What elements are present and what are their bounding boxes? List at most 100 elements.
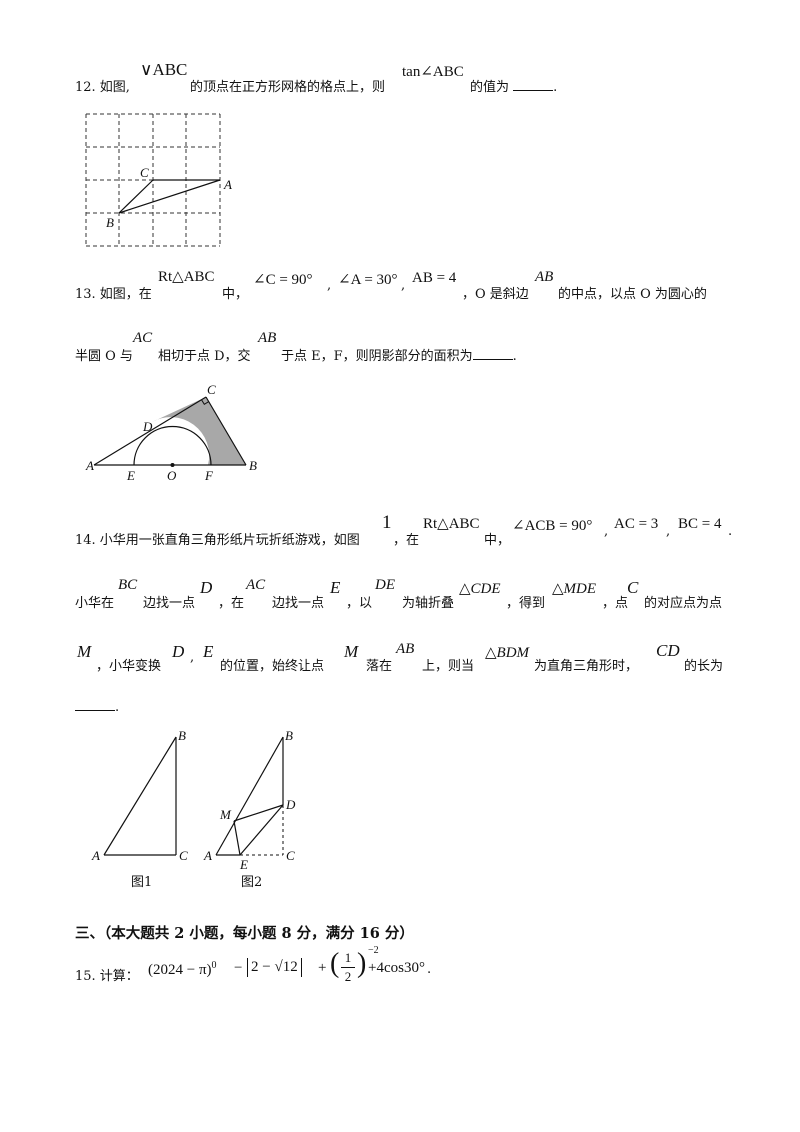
q12-text-2: 的值为 . [470, 80, 558, 95]
q13-rt-triangle: Rt△ABC [158, 269, 215, 285]
q15-tail: +4cos30° [368, 960, 425, 976]
q14-e-2: E [203, 642, 214, 661]
q15-plus: + [318, 960, 327, 976]
q14-in: ，在 [393, 533, 420, 548]
label-c: C [140, 165, 149, 180]
q14-line2-f: 为轴折叠 [402, 596, 455, 611]
q14-comma-1: , [604, 524, 609, 539]
caption-fig2: 图2 [241, 875, 262, 890]
q14-number: 14. 小华用一张直角三角形纸片玩折纸游戏，如图 [75, 533, 360, 548]
label-a: A [85, 458, 94, 473]
q14-line2-h: ，点 [602, 596, 629, 611]
q14-rt-triangle: Rt△ABC [423, 516, 480, 532]
q14-mid: 中， [484, 533, 511, 548]
fold-figure [215, 736, 284, 856]
q14-bc: BC [118, 577, 138, 593]
q13-ab: AB [535, 269, 554, 285]
q14-comma-2: , [666, 524, 671, 539]
q13-text-2: 的中点，以点 O 为圆心的 [558, 287, 707, 302]
q15-fraction-bar [341, 967, 355, 968]
label-f: F [204, 468, 214, 483]
q15-exponent: −2 [368, 945, 379, 956]
q14-de: DE [375, 577, 395, 593]
shaded-region [151, 397, 246, 465]
q14-bdm: △BDM [485, 645, 530, 661]
q13-semicircle-figure: A B C D E O F [85, 382, 257, 483]
semicircle-o [133, 425, 212, 466]
q14-line2-i: 的对应点为点 [644, 596, 723, 611]
label-d: D [285, 797, 296, 812]
q14-period: . [728, 524, 733, 539]
label-o: O [167, 468, 177, 483]
q14-line2-g: ，得到 [506, 596, 546, 611]
q14-ac: AC [246, 577, 266, 593]
label-e: E [239, 857, 248, 872]
q12-triangle-symbol: ∨ABC [140, 60, 188, 79]
q14-line2-b: 边找一点 [143, 596, 196, 611]
triangle-abc [93, 396, 247, 466]
q14-ac-length: AC = 3 [614, 516, 659, 532]
q14-ab: AB [396, 641, 415, 657]
q12-line: 12. 如图, [75, 76, 130, 95]
q14-cd: CD [656, 641, 680, 660]
q14-m: M [77, 642, 92, 661]
q14-figure-1: A C B 图1 [91, 728, 188, 890]
q14-comma-3: , [190, 650, 195, 665]
label-a: A [203, 848, 212, 863]
q13-mid: 中， [222, 287, 249, 302]
q14-line2-e: ，以 [346, 596, 373, 611]
q14-d: D [200, 578, 213, 597]
q13-line2-c: 于点 E，F，则阴影部分的面积为. [281, 347, 517, 364]
label-c: C [179, 848, 188, 863]
q15-term-1: (2024 − π)0 [148, 960, 217, 978]
q14-line3-b: 的位置，始终让点 [220, 659, 325, 674]
q13-comma-1: , [327, 278, 332, 293]
q14-line2-a: 小华在 [75, 596, 115, 611]
q13-line2-b: 相切于点 D，交 [158, 349, 251, 364]
label-b: B [178, 728, 186, 743]
label-e: E [126, 468, 135, 483]
q14-line3-d: 上，则当 [422, 659, 475, 674]
center-o-dot [170, 463, 175, 467]
q13-comma-2: , [401, 278, 406, 293]
q14-fig-ref: 1 [382, 512, 392, 533]
q14-e: E [330, 578, 341, 597]
q14-line3-f: 的长为 [684, 659, 724, 674]
q13-ab-length: AB = 4 [412, 270, 457, 286]
q15-right-paren: ) [357, 948, 367, 979]
q13-angle-a: ∠A = 30° [338, 272, 398, 288]
dashed-original-sides [240, 805, 284, 856]
q12-grid-figure: C A B [85, 113, 232, 247]
q15-number: 15. 计算： [75, 969, 139, 984]
triangle-abc [118, 179, 221, 214]
q14-m-2: M [344, 642, 359, 661]
label-b: B [249, 458, 257, 473]
q13-ab-2: AB [258, 330, 277, 346]
label-d: D [142, 419, 153, 434]
answer-blank [75, 698, 115, 711]
q15-left-paren: ( [330, 948, 340, 979]
label-c: C [207, 382, 216, 397]
q13-number: 13. 如图，在 [75, 287, 152, 302]
q14-figure-2: A C B D M E 图2 [203, 728, 296, 890]
label-a: A [91, 848, 100, 863]
caption-fig1: 图1 [131, 875, 152, 890]
label-b: B [285, 728, 293, 743]
q15-minus: − [234, 960, 243, 976]
q13-text-1: ，O 是斜边 [462, 287, 529, 302]
q14-c: C [627, 578, 639, 597]
q15-period: . [427, 962, 432, 977]
q12-text-1: 的顶点在正方形网格的格点上，则 [190, 80, 386, 95]
q13-line2-a: 半圆 O 与 [75, 349, 133, 364]
q13-angle-c: ∠C = 90° [253, 272, 313, 288]
q14-cde: △CDE [459, 581, 501, 597]
q15-absolute-value: 2 − √12 [247, 958, 302, 977]
q14-line2-d: 边找一点 [272, 596, 325, 611]
section-heading: 三、（本大题共 2 小题，每小题 8 分，满分 16 分） [75, 925, 414, 942]
label-m: M [219, 807, 232, 822]
q14-line3-c: 落在 [366, 659, 393, 674]
q13-ac: AC [133, 330, 153, 346]
q14-line2-c: ，在 [218, 596, 245, 611]
q12-number: 12. 如图, [75, 80, 130, 95]
answer-blank [472, 347, 513, 360]
